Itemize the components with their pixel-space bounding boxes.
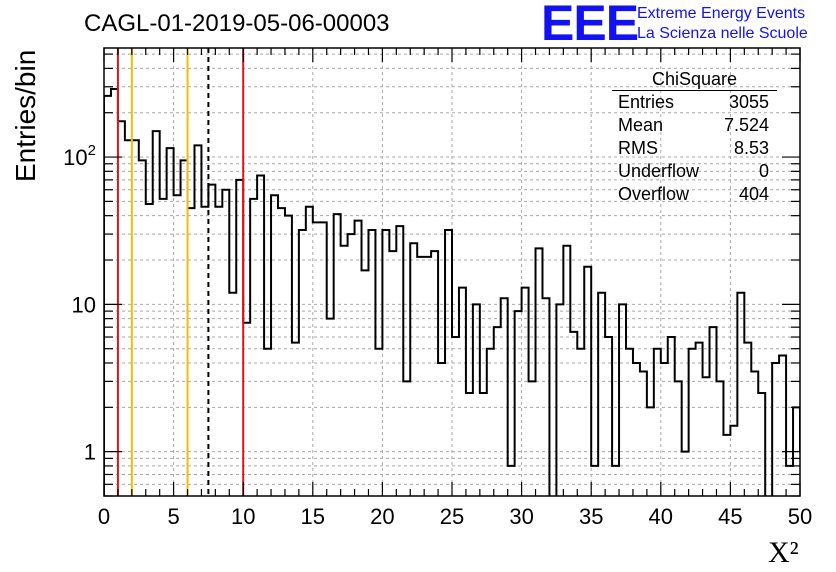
logo-line-2: La Scienza nelle Scuole [637,25,808,42]
x-tick-label: 35 [579,504,603,529]
stats-row-mean: Mean 7.524 [612,114,777,137]
x-tick-label: 5 [167,504,179,529]
x-tick-label: 40 [649,504,673,529]
x-tick-label: 0 [98,504,110,529]
chart-title: CAGL-01-2019-05-06-00003 [84,10,390,37]
y-axis-label: Entries/bin [10,49,41,182]
y-tick-label: 10 [72,292,96,317]
stats-value: 404 [738,184,769,204]
stats-label: Overflow [618,184,690,204]
stats-label: Entries [618,92,675,112]
x-tick-label: 10 [231,504,255,529]
logo-line-1: Extreme Energy Events [637,5,806,22]
x-tick-label: 50 [788,504,812,529]
x-axis-label: X² [768,536,799,569]
stats-divider [612,90,777,91]
stats-row-overflow: Overflow 404 [612,183,777,206]
y-tick-label: 1 [84,440,96,465]
stats-value: 8.53 [733,138,769,158]
x-tick-label: 20 [370,504,394,529]
stats-title: ChiSquare [651,69,738,89]
stats-row-rms: RMS 8.53 [612,137,777,160]
y-tick-label: 102 [63,142,96,170]
stats-row-entries: Entries 3055 [612,91,777,114]
x-tick-label: 30 [509,504,533,529]
stats-label: Underflow [618,161,700,181]
x-tick-label: 45 [718,504,742,529]
stats-box: ChiSquare Entries 3055 Mean 7.524 RMS 8.… [612,68,777,206]
x-tick-label: 15 [301,504,325,529]
stats-value: 7.524 [723,115,769,135]
stats-label: RMS [618,138,658,158]
eee-logo: EEE [541,0,639,51]
logo-caption: Extreme Energy Events La Scienza nelle S… [637,4,808,44]
stats-label: Mean [618,115,664,135]
stats-row-underflow: Underflow 0 [612,160,777,183]
stats-value: 0 [758,161,769,181]
histogram-bins [104,87,800,496]
x-tick-label: 25 [440,504,464,529]
stats-value: 3055 [728,92,769,112]
